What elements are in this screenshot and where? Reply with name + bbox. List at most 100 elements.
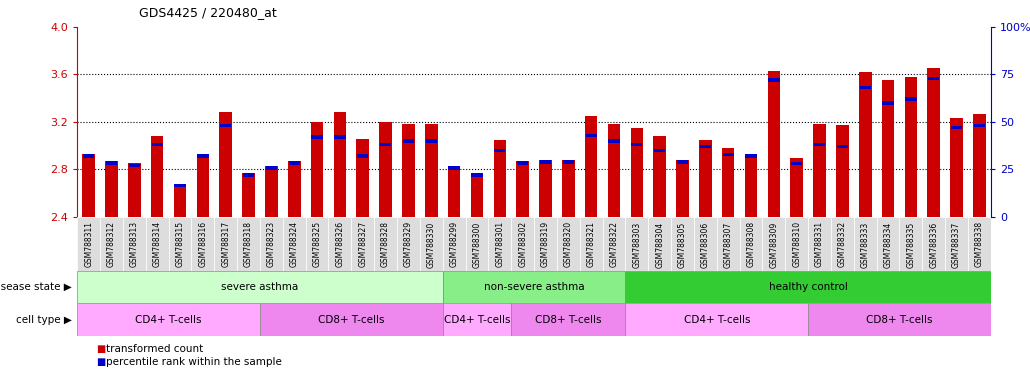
Bar [466, 217, 488, 271]
Bar [951, 118, 963, 217]
Text: GSM788334: GSM788334 [884, 221, 893, 268]
Bar [472, 173, 483, 177]
Bar [677, 160, 688, 164]
Text: non-severe asthma: non-severe asthma [484, 282, 584, 292]
Bar [265, 166, 278, 217]
Text: GSM788329: GSM788329 [404, 221, 413, 267]
Bar [174, 184, 186, 217]
Text: GSM788333: GSM788333 [861, 221, 869, 268]
Bar [511, 303, 625, 336]
Text: GSM788317: GSM788317 [221, 221, 231, 267]
Bar [374, 217, 397, 271]
Text: GSM788327: GSM788327 [358, 221, 368, 267]
Bar [100, 217, 123, 271]
Text: GSM788323: GSM788323 [267, 221, 276, 267]
Bar [951, 126, 962, 129]
Bar [443, 271, 625, 303]
Bar [288, 161, 301, 217]
Bar [653, 136, 666, 217]
Bar [717, 217, 740, 271]
Bar [420, 217, 443, 271]
Bar [973, 114, 986, 217]
Bar [905, 98, 917, 101]
Text: GSM788304: GSM788304 [655, 221, 664, 268]
Bar [517, 161, 528, 165]
Text: GSM788313: GSM788313 [130, 221, 139, 267]
Bar [380, 143, 391, 146]
Bar [174, 184, 185, 187]
Text: GSM788335: GSM788335 [906, 221, 916, 268]
Bar [722, 152, 733, 156]
Text: GSM788324: GSM788324 [289, 221, 299, 267]
Bar [516, 161, 529, 217]
Text: CD8+ T-cells: CD8+ T-cells [535, 314, 602, 325]
Bar [425, 139, 437, 142]
Bar [654, 149, 665, 152]
Text: GSM788337: GSM788337 [952, 221, 961, 268]
Bar [694, 217, 717, 271]
Bar [745, 154, 757, 217]
Bar [927, 68, 940, 217]
Bar [146, 217, 169, 271]
Bar [831, 217, 854, 271]
Text: GSM788326: GSM788326 [336, 221, 344, 267]
Text: GSM788312: GSM788312 [107, 221, 116, 267]
Bar [443, 217, 466, 271]
Bar [625, 217, 648, 271]
Bar [677, 160, 689, 217]
Bar [580, 217, 603, 271]
Text: GSM788303: GSM788303 [632, 221, 642, 268]
Text: CD4+ T-cells: CD4+ T-cells [135, 314, 202, 325]
Bar [192, 217, 214, 271]
Bar [105, 161, 117, 217]
Bar [836, 145, 848, 148]
Bar [448, 166, 460, 217]
Bar [631, 143, 643, 146]
Text: GSM788316: GSM788316 [199, 221, 207, 267]
Bar [746, 154, 757, 158]
Bar [609, 139, 620, 142]
Bar [836, 126, 849, 217]
Bar [854, 217, 877, 271]
Bar [77, 217, 100, 271]
Bar [791, 162, 802, 166]
Text: GSM788308: GSM788308 [747, 221, 756, 267]
Text: GSM788310: GSM788310 [792, 221, 801, 267]
Bar [128, 164, 141, 217]
Bar [557, 217, 580, 271]
Bar [283, 217, 306, 271]
Text: transformed count: transformed count [106, 344, 203, 354]
Text: GSM788321: GSM788321 [587, 221, 595, 267]
Bar [260, 303, 443, 336]
Bar [809, 217, 831, 271]
Bar [197, 154, 208, 158]
Bar [357, 154, 369, 158]
Bar [425, 124, 438, 217]
Text: GDS4425 / 220480_at: GDS4425 / 220480_at [139, 6, 277, 19]
Bar [859, 72, 871, 217]
Text: GSM788315: GSM788315 [175, 221, 184, 267]
Text: GSM788318: GSM788318 [244, 221, 253, 267]
Bar [809, 303, 991, 336]
Text: severe asthma: severe asthma [221, 282, 299, 292]
Text: CD4+ T-cells: CD4+ T-cells [684, 314, 750, 325]
Bar [329, 217, 351, 271]
Text: GSM788320: GSM788320 [563, 221, 573, 267]
Text: GSM788331: GSM788331 [815, 221, 824, 267]
Text: GSM788336: GSM788336 [929, 221, 938, 268]
Bar [356, 139, 369, 217]
Text: GSM788300: GSM788300 [473, 221, 481, 268]
Text: GSM788332: GSM788332 [837, 221, 847, 267]
Bar [151, 143, 163, 146]
Bar [242, 173, 254, 217]
Text: GSM788322: GSM788322 [610, 221, 618, 267]
Bar [540, 160, 551, 164]
Bar [334, 113, 346, 217]
Bar [648, 217, 672, 271]
Bar [243, 173, 254, 177]
Bar [351, 217, 374, 271]
Bar [722, 148, 734, 217]
Bar [672, 217, 694, 271]
Bar [877, 217, 899, 271]
Bar [968, 217, 991, 271]
